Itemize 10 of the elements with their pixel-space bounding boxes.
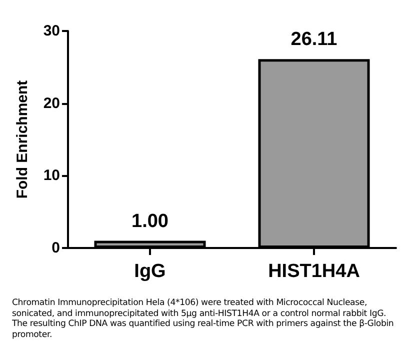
x-tick-label: IgG <box>134 261 166 282</box>
data-label: 1.00 <box>132 210 168 232</box>
data-label: 26.11 <box>290 29 338 50</box>
text: Chromatin Immunoprecipitation Hela (4*106) were treated with Micrococcal Nuclease, sonicated, and immunoprecipitated with 5μg anti-HIST1H4A or a control normal rabbit IgG. The resulting ChIP DNA was quantified using real-time PCR with primers against the β-Globin promoter. <box>12 298 395 340</box>
y-tick-label: 0 <box>52 240 60 256</box>
y-tick-label: 10 <box>43 167 60 184</box>
y-tick-label: 20 <box>43 94 60 112</box>
y-axis-title: Fold Enrichment <box>14 80 31 199</box>
x-tick-label: HIST1H4A <box>268 261 360 282</box>
y-tick-label: 30 <box>43 22 60 40</box>
